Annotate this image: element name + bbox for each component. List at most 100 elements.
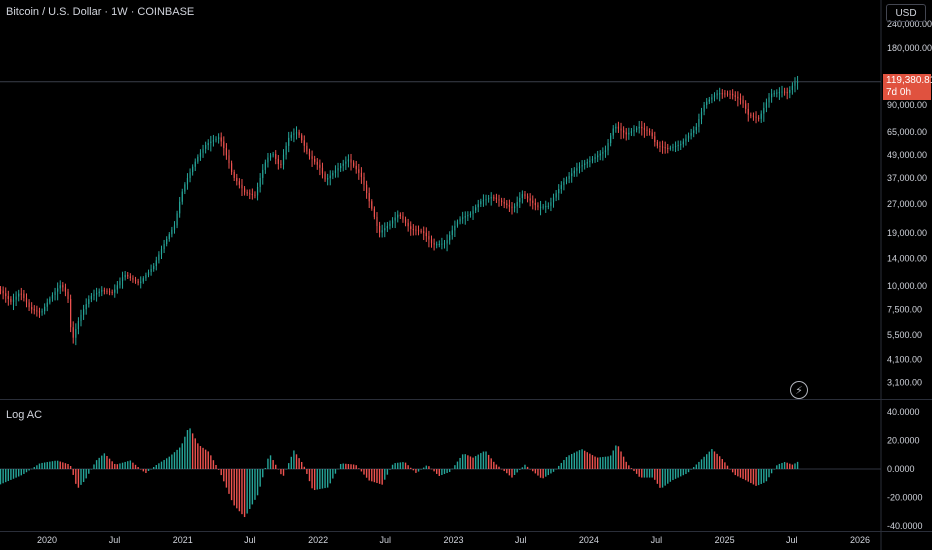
candle bbox=[67, 288, 69, 303]
candle bbox=[565, 176, 568, 185]
histogram-bar bbox=[508, 469, 511, 476]
histogram-bar bbox=[495, 464, 498, 469]
candle bbox=[724, 90, 726, 98]
candle-body bbox=[472, 210, 474, 214]
histogram-bar bbox=[358, 468, 360, 469]
candle bbox=[545, 200, 547, 213]
candle-body bbox=[119, 281, 121, 286]
histogram-bar bbox=[693, 467, 695, 469]
candle-body bbox=[493, 197, 495, 199]
histogram-bar bbox=[345, 463, 347, 469]
candle bbox=[672, 143, 674, 152]
histogram-bar bbox=[350, 464, 352, 469]
candle bbox=[488, 194, 490, 203]
candle-body bbox=[404, 219, 407, 223]
histogram-bar bbox=[313, 469, 316, 491]
time-tick-label: Jul bbox=[651, 535, 663, 545]
histogram-bar bbox=[718, 456, 721, 469]
histogram-bar bbox=[490, 458, 492, 469]
candle-body bbox=[95, 293, 98, 295]
symbol-title: Bitcoin / U.S. Dollar · 1W · COINBASE bbox=[6, 6, 195, 18]
candle bbox=[667, 143, 669, 154]
histogram-bar bbox=[300, 461, 303, 469]
candle bbox=[638, 120, 640, 134]
candle-body bbox=[742, 99, 744, 104]
candle-body bbox=[565, 178, 568, 182]
candle bbox=[501, 197, 503, 206]
histogram-bar bbox=[311, 469, 313, 489]
candle-body bbox=[636, 128, 638, 130]
histogram-bar bbox=[552, 469, 555, 472]
histogram-bar bbox=[238, 469, 241, 512]
candle-body bbox=[163, 244, 165, 250]
candle bbox=[519, 192, 521, 208]
candle-body bbox=[28, 302, 30, 308]
candle bbox=[363, 172, 365, 191]
candle-body bbox=[173, 225, 176, 230]
candle bbox=[441, 237, 443, 250]
candle bbox=[703, 101, 705, 116]
candle-body bbox=[576, 168, 578, 171]
histogram-bar bbox=[5, 469, 7, 483]
candle-body bbox=[685, 138, 687, 142]
histogram-bar bbox=[365, 469, 368, 478]
candle-body bbox=[734, 95, 736, 97]
candle bbox=[796, 75, 799, 90]
candle-body bbox=[368, 193, 370, 202]
histogram-bar bbox=[189, 428, 191, 469]
candle-body bbox=[5, 293, 7, 297]
candle bbox=[581, 160, 583, 172]
histogram-bar bbox=[62, 462, 64, 469]
histogram-bar bbox=[708, 451, 711, 469]
histogram-bar bbox=[633, 469, 635, 472]
candle-body bbox=[329, 175, 331, 179]
candle bbox=[599, 150, 601, 161]
candle bbox=[223, 136, 225, 156]
candle-body bbox=[428, 236, 430, 240]
histogram-bar bbox=[417, 469, 420, 472]
histogram-bar bbox=[308, 469, 311, 482]
lightning-refresh-icon[interactable]: ⚡ bbox=[790, 381, 808, 399]
candle bbox=[783, 87, 786, 96]
histogram-bar bbox=[511, 469, 513, 478]
candle-body bbox=[147, 271, 150, 276]
histogram-bar bbox=[147, 469, 150, 471]
histogram-bar bbox=[384, 469, 386, 480]
histogram-bar bbox=[635, 469, 638, 474]
candle-body bbox=[397, 214, 399, 218]
candle-body bbox=[10, 298, 12, 302]
candle bbox=[33, 305, 35, 315]
candle bbox=[267, 152, 269, 168]
candle bbox=[205, 141, 207, 154]
candle-body bbox=[90, 295, 92, 300]
currency-button[interactable]: USD bbox=[886, 4, 926, 22]
candle bbox=[51, 292, 54, 302]
candle bbox=[280, 160, 282, 169]
candle-body bbox=[760, 113, 762, 119]
candle-body bbox=[641, 126, 643, 129]
candle-body bbox=[407, 222, 409, 227]
indicator-title: Log AC bbox=[6, 409, 43, 421]
histogram-bar bbox=[165, 458, 168, 469]
histogram-bar bbox=[620, 451, 622, 469]
candle bbox=[106, 288, 108, 295]
candle bbox=[340, 163, 342, 172]
candle-body bbox=[59, 285, 61, 289]
histogram-bar bbox=[529, 469, 531, 470]
candle bbox=[386, 221, 388, 233]
histogram-bar bbox=[420, 469, 422, 470]
histogram-bar bbox=[410, 467, 412, 469]
histogram-bar bbox=[210, 455, 212, 469]
candle bbox=[415, 225, 417, 236]
candle bbox=[677, 140, 679, 152]
candle bbox=[490, 192, 492, 206]
candle bbox=[576, 162, 578, 177]
candle bbox=[44, 303, 46, 315]
candle-body bbox=[251, 194, 253, 196]
candle bbox=[10, 296, 12, 305]
candle bbox=[249, 189, 251, 200]
histogram-bar bbox=[69, 466, 72, 469]
histogram-bar bbox=[145, 469, 147, 473]
candle bbox=[708, 96, 710, 105]
